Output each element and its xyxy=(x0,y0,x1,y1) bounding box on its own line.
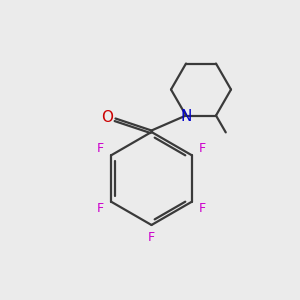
Text: F: F xyxy=(97,202,104,214)
Text: F: F xyxy=(199,202,206,214)
Text: F: F xyxy=(97,142,104,155)
Text: O: O xyxy=(101,110,113,124)
Text: F: F xyxy=(148,231,155,244)
Text: N: N xyxy=(181,109,192,124)
Text: F: F xyxy=(199,142,206,155)
